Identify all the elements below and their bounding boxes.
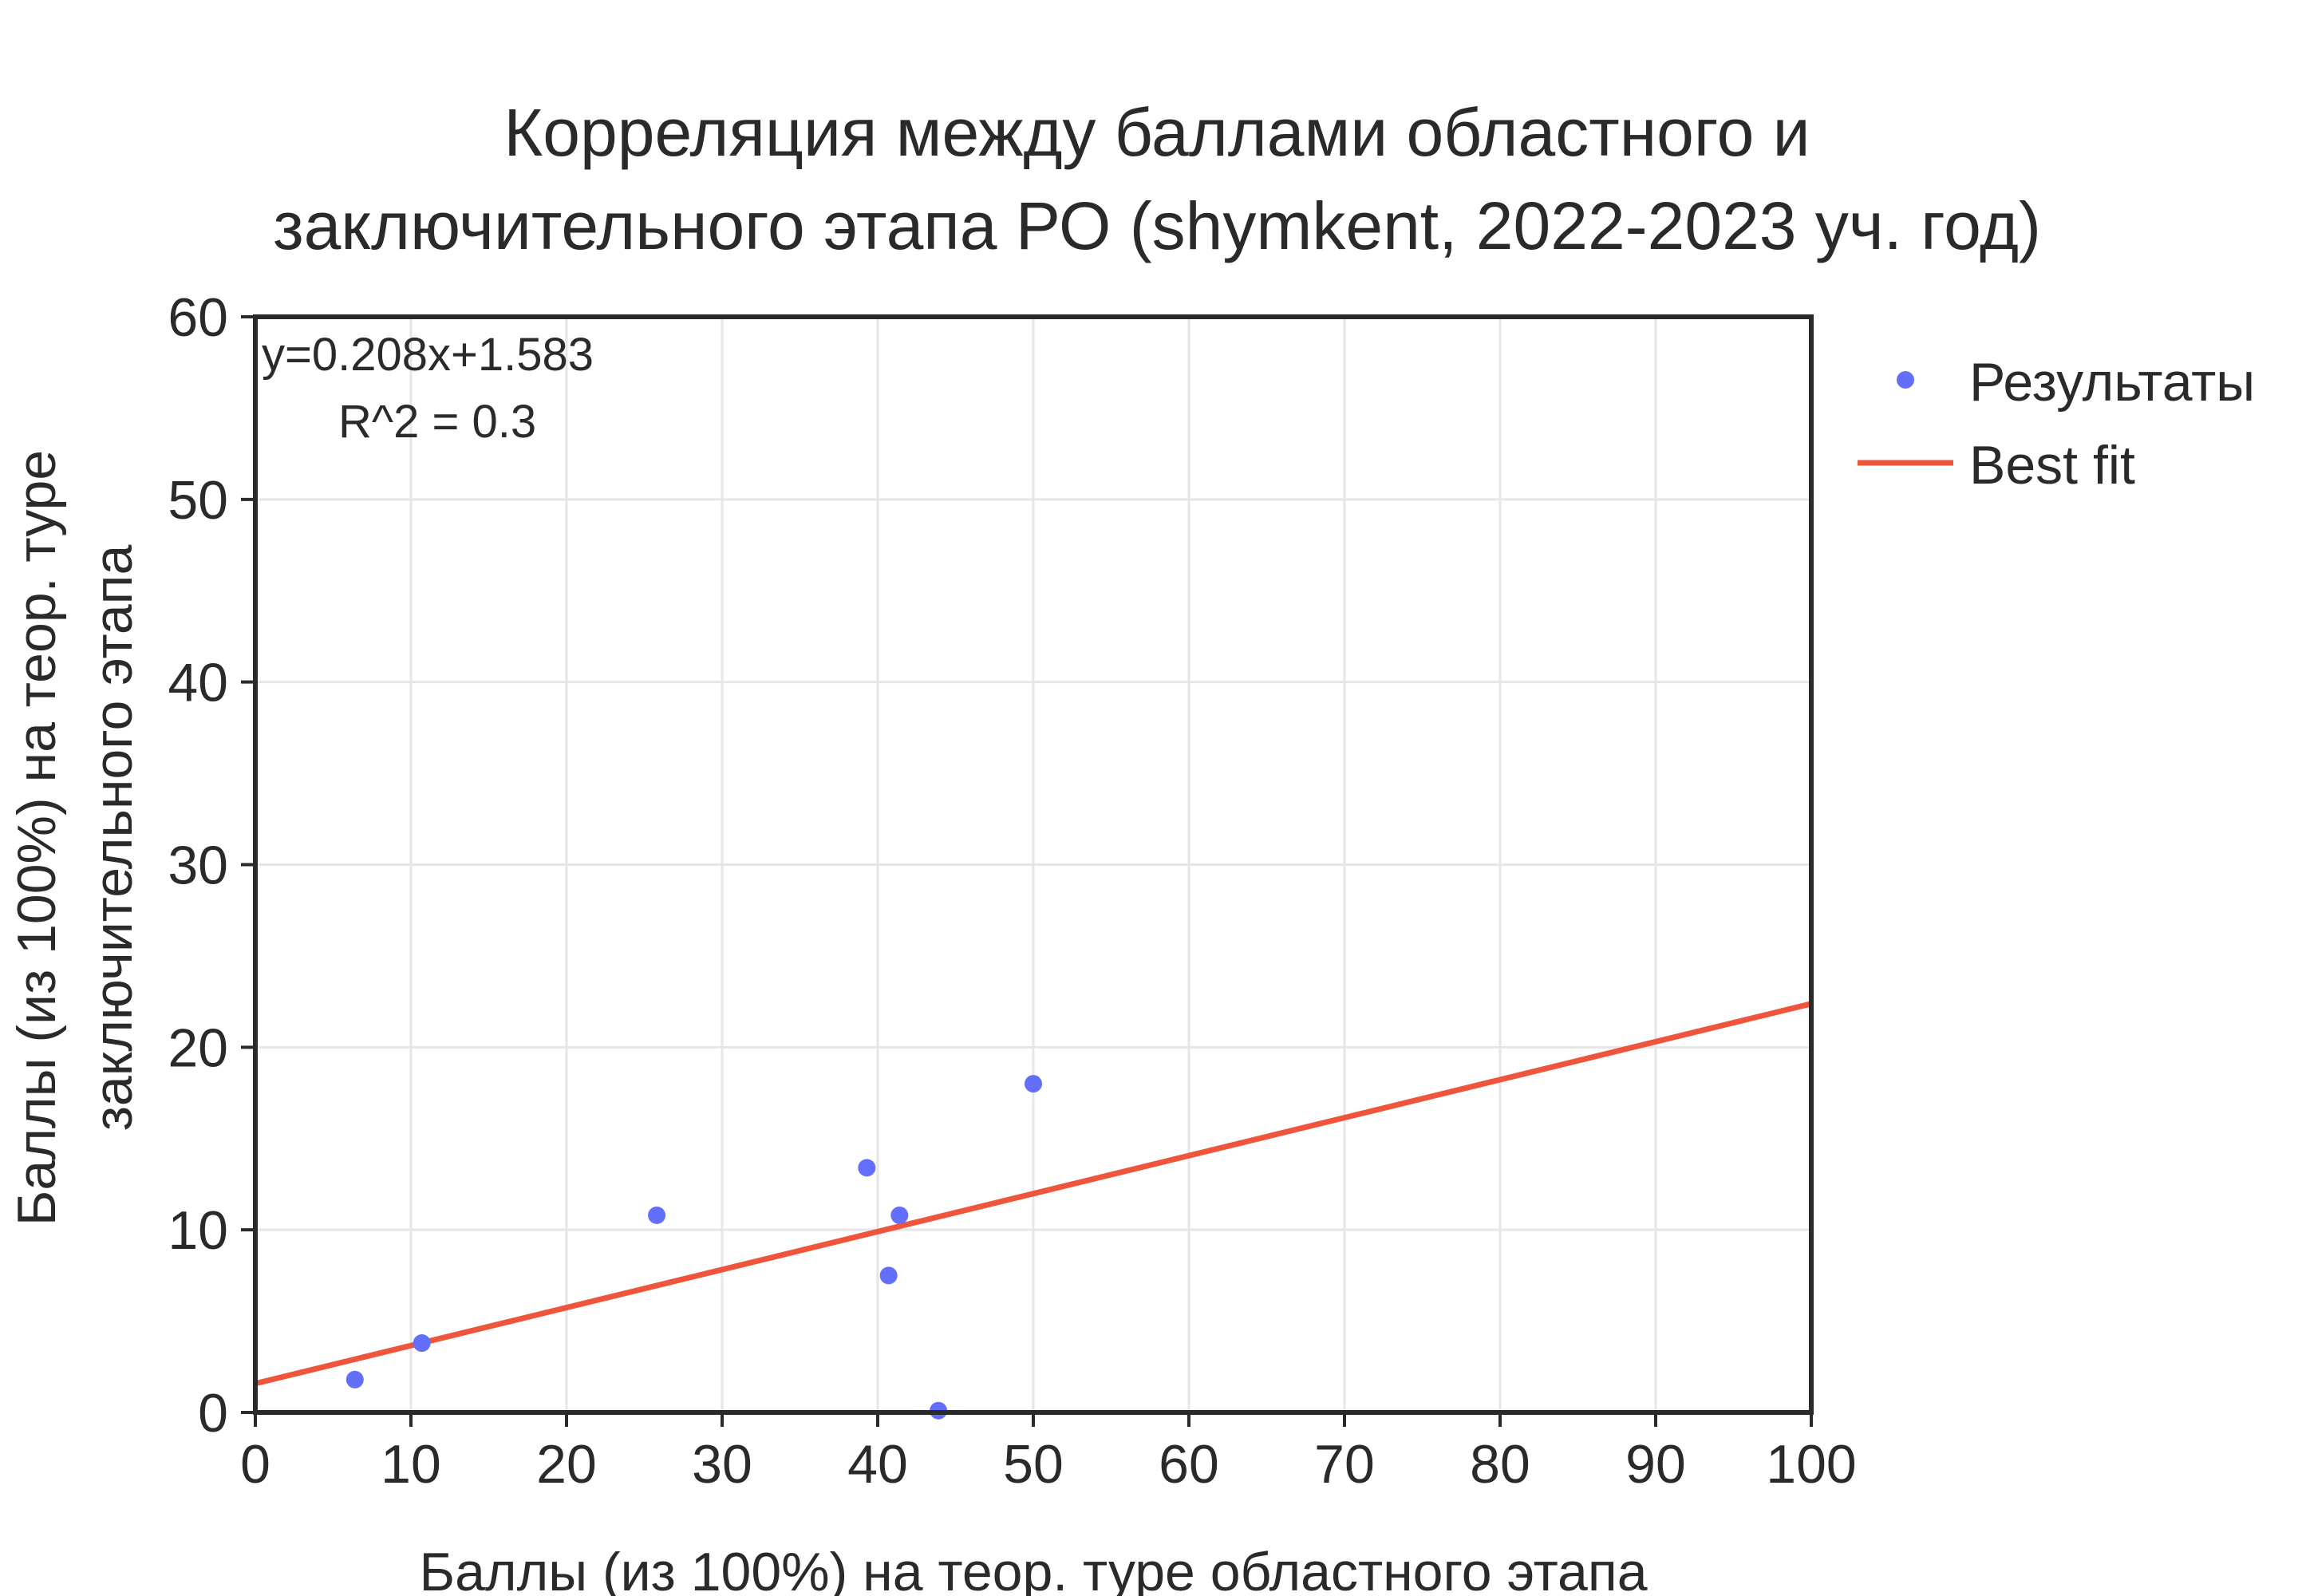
- chart-title: Корреляция между баллами областного и за…: [273, 95, 2041, 263]
- chart-title-line-1: Корреляция между баллами областного и: [503, 95, 1810, 170]
- x-tick-label: 80: [1470, 1434, 1530, 1495]
- x-tick-label: 0: [240, 1434, 270, 1495]
- y-axis-title-line-2: заключительного этапа: [83, 545, 144, 1132]
- y-axis: 0 10 20 30 40 50 60: [168, 287, 255, 1444]
- y-tick-label: 60: [168, 287, 228, 348]
- r-squared-label: R^2 = 0.3: [338, 396, 536, 448]
- best-fit-layer: [255, 1001, 1812, 1387]
- data-point: [413, 1334, 431, 1353]
- fit-equation: y=0.208x+1.583: [262, 329, 594, 381]
- chart-title-line-2: заключительного этапа РО (shymkent, 2022…: [273, 188, 2041, 263]
- x-tick-label: 20: [536, 1434, 597, 1495]
- data-point: [858, 1159, 876, 1177]
- y-tick-label: 50: [168, 470, 228, 531]
- legend-marker-results: [1897, 371, 1914, 389]
- legend-item-best-fit[interactable]: Best fit: [1858, 435, 2135, 496]
- legend-item-results[interactable]: Результаты: [1897, 352, 2255, 413]
- x-tick-label: 100: [1766, 1434, 1856, 1495]
- data-point: [345, 1370, 364, 1389]
- y-tick-label: 0: [198, 1383, 228, 1444]
- y-tick-label: 20: [168, 1017, 228, 1078]
- data-point: [890, 1206, 909, 1224]
- data-point: [648, 1206, 666, 1224]
- legend: Результаты Best fit: [1858, 352, 2255, 496]
- x-tick-label: 90: [1625, 1434, 1686, 1495]
- x-tick-label: 70: [1314, 1434, 1375, 1495]
- x-tick-label: 60: [1159, 1434, 1219, 1495]
- x-tick-label: 30: [692, 1434, 752, 1495]
- best-fit-line: [255, 1001, 1812, 1387]
- grid-lines: [255, 317, 1811, 1412]
- data-point: [1025, 1075, 1042, 1093]
- x-axis: 0 10 20 30 40 50 60 70 80 90 100: [240, 1412, 1857, 1495]
- x-tick-label: 40: [847, 1434, 908, 1495]
- legend-label-results: Результаты: [1969, 352, 2255, 413]
- y-tick-label: 30: [168, 836, 228, 896]
- legend-label-best-fit: Best fit: [1969, 435, 2135, 496]
- x-axis-title: Баллы (из 100%) на теор. туре областного…: [419, 1542, 1647, 1596]
- scatter-points: [345, 1075, 1042, 1420]
- fit-annotation: y=0.208x+1.583 R^2 = 0.3: [262, 329, 594, 448]
- data-point: [879, 1266, 898, 1285]
- y-tick-label: 40: [168, 653, 228, 713]
- y-tick-label: 10: [168, 1200, 228, 1261]
- x-tick-label: 50: [1003, 1434, 1064, 1495]
- y-axis-title-line-1: Баллы (из 100%) на теор. туре: [6, 450, 67, 1226]
- y-axis-title: Баллы (из 100%) на теор. туре заключител…: [6, 450, 144, 1226]
- x-tick-label: 10: [381, 1434, 441, 1495]
